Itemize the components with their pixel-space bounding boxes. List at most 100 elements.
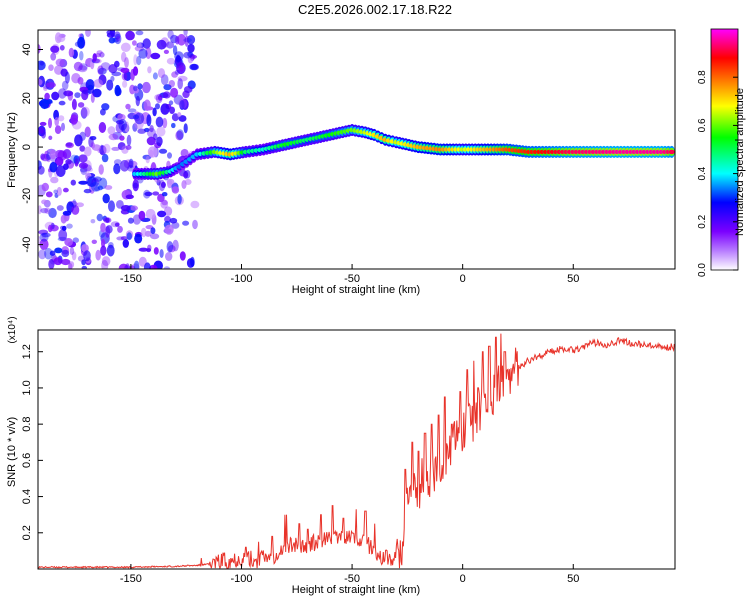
page-title: C2E5.2026.002.17.18.R22 bbox=[298, 2, 452, 17]
noise-speckle bbox=[77, 65, 88, 73]
noise-speckle bbox=[90, 93, 95, 103]
noise-speckle bbox=[77, 102, 85, 108]
noise-speckle bbox=[101, 103, 110, 111]
noise-speckle bbox=[183, 123, 188, 134]
noise-speckle bbox=[125, 263, 130, 269]
noise-speckle bbox=[65, 159, 72, 165]
noise-speckle bbox=[65, 142, 73, 147]
noise-speckle bbox=[164, 224, 174, 235]
x-tick-label: -50 bbox=[344, 573, 360, 585]
noise-speckle bbox=[76, 202, 84, 208]
spectrogram-frame bbox=[37, 29, 676, 270]
x-tick-label: -150 bbox=[120, 273, 142, 285]
noise-speckle bbox=[80, 107, 88, 119]
noise-speckle bbox=[132, 40, 137, 46]
noise-speckle bbox=[178, 65, 184, 72]
colorbar-tick-label: 0.6 bbox=[697, 118, 708, 132]
noise-speckle bbox=[64, 71, 70, 84]
noise-speckle bbox=[130, 205, 139, 211]
noise-speckle bbox=[48, 224, 53, 233]
noise-speckle bbox=[55, 58, 65, 67]
noise-speckle bbox=[74, 92, 81, 98]
noise-speckle bbox=[132, 66, 139, 76]
y-tick-label: -40 bbox=[21, 237, 33, 253]
noise-speckle bbox=[183, 30, 188, 36]
noise-speckle bbox=[49, 161, 58, 173]
noise-speckle bbox=[189, 63, 199, 71]
noise-speckle bbox=[119, 160, 130, 172]
noise-speckle bbox=[95, 249, 101, 261]
noise-speckle bbox=[172, 239, 179, 252]
noise-speckle bbox=[61, 225, 67, 231]
noise-speckle bbox=[70, 154, 78, 164]
noise-speckle bbox=[54, 32, 62, 44]
noise-speckle bbox=[78, 162, 88, 169]
noise-speckle bbox=[171, 186, 180, 194]
noise-speckle bbox=[77, 77, 84, 85]
noise-speckle bbox=[122, 80, 128, 88]
noise-speckle bbox=[146, 114, 152, 127]
noise-speckle bbox=[39, 238, 49, 250]
noise-speckle bbox=[44, 92, 50, 100]
colorbar-gradient bbox=[710, 28, 739, 271]
noise-speckle bbox=[158, 148, 168, 154]
noise-speckle bbox=[147, 146, 158, 158]
noise-speckle bbox=[152, 191, 160, 196]
noise-speckle bbox=[178, 115, 187, 122]
noise-speckle bbox=[114, 84, 121, 97]
noise-speckle bbox=[135, 30, 144, 36]
noise-speckle bbox=[177, 78, 183, 90]
noise-speckle bbox=[150, 52, 161, 60]
noise-speckle bbox=[148, 149, 154, 158]
noise-speckle bbox=[50, 176, 59, 184]
spectrogram-x-label: Height of straight line (km) bbox=[292, 284, 420, 296]
noise-speckle bbox=[61, 80, 69, 91]
snr-y-multiplier: (x10⁴) bbox=[7, 316, 18, 343]
noise-speckle bbox=[63, 90, 74, 97]
noise-speckle bbox=[58, 100, 66, 106]
noise-speckle bbox=[170, 87, 179, 98]
noise-speckle bbox=[102, 193, 110, 204]
noise-speckle bbox=[126, 134, 132, 146]
noise-speckle bbox=[61, 122, 65, 132]
x-tick-label: -50 bbox=[344, 273, 360, 285]
x-tick-label: -100 bbox=[230, 273, 252, 285]
spectrogram-y-label: Frequency (Hz) bbox=[6, 112, 18, 188]
noise-speckle bbox=[156, 136, 163, 147]
noise-speckle bbox=[108, 64, 118, 74]
noise-speckle bbox=[166, 178, 175, 185]
noise-speckle bbox=[160, 181, 166, 188]
noise-speckle bbox=[183, 86, 193, 93]
snr-y-label: SNR (10 * v/v) bbox=[6, 417, 18, 487]
noise-speckle bbox=[92, 53, 97, 62]
noise-speckle bbox=[91, 177, 100, 187]
noise-speckle bbox=[133, 85, 138, 92]
noise-speckle bbox=[100, 62, 111, 71]
x-tick-label: 0 bbox=[460, 573, 466, 585]
noise-speckle bbox=[38, 205, 42, 215]
noise-speckle bbox=[120, 42, 131, 52]
noise-speckle bbox=[174, 69, 180, 75]
y-tick-label: -20 bbox=[21, 188, 33, 204]
noise-speckle bbox=[58, 229, 68, 242]
noise-speckle bbox=[111, 71, 122, 77]
noise-speckle bbox=[106, 244, 115, 257]
noise-speckle bbox=[166, 241, 174, 253]
noise-speckle bbox=[79, 145, 86, 152]
noise-speckle bbox=[98, 164, 104, 175]
noise-speckle bbox=[171, 71, 179, 78]
noise-speckle bbox=[143, 99, 151, 111]
noise-speckle bbox=[38, 127, 44, 134]
noise-speckle bbox=[169, 217, 178, 224]
noise-speckle bbox=[41, 182, 49, 192]
colorbar-tick-label: 0.8 bbox=[697, 70, 708, 84]
noise-speckle bbox=[126, 232, 132, 241]
colorbar-tick-label: 0.2 bbox=[697, 214, 708, 228]
snr-frame bbox=[37, 329, 676, 570]
noise-speckle bbox=[110, 221, 120, 228]
noise-speckle bbox=[111, 146, 120, 151]
noise-speckle bbox=[54, 125, 62, 134]
noise-speckle bbox=[38, 249, 47, 260]
noise-speckle bbox=[157, 210, 167, 218]
noise-speckle bbox=[69, 261, 75, 268]
